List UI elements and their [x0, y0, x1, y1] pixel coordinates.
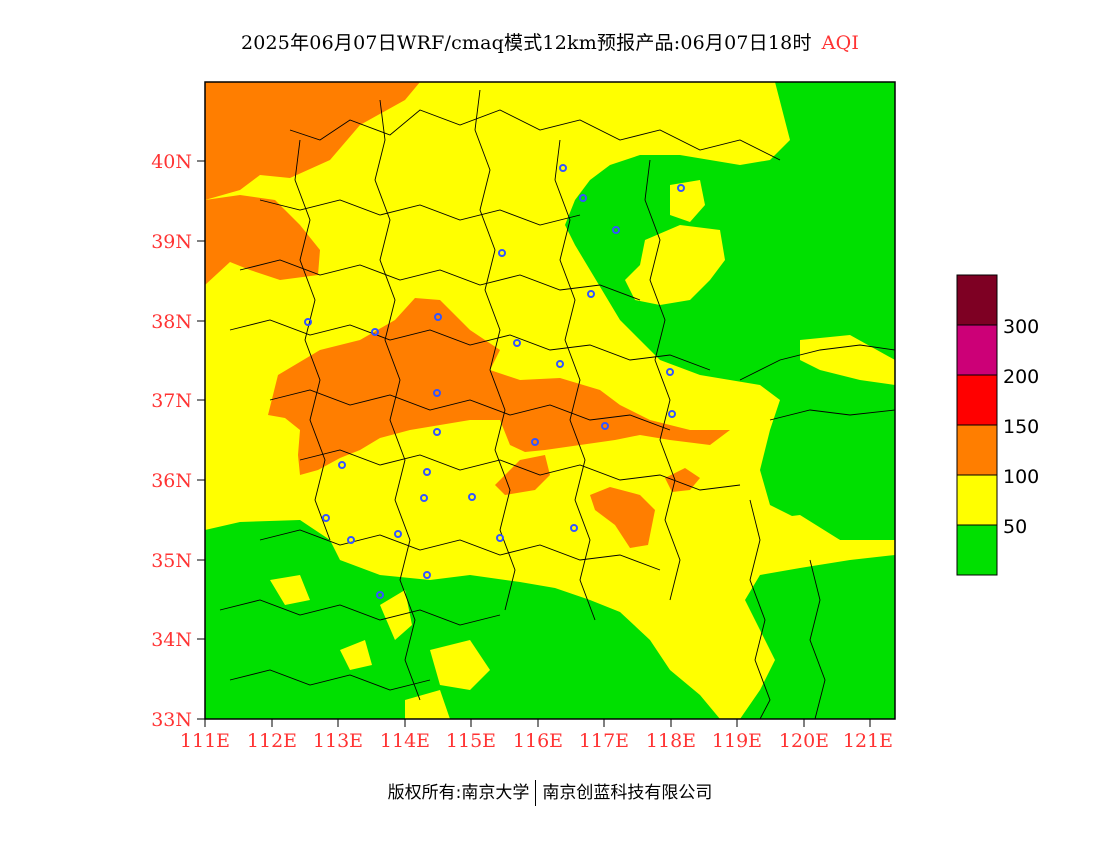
lat-tick-label: 39N [151, 231, 192, 253]
station-marker [570, 524, 578, 532]
aqi-zone-moderate [380, 590, 412, 640]
lat-tick-label: 40N [151, 151, 192, 173]
station-marker [513, 339, 521, 347]
aqi-colorbar: 50 100 150 200 300 [956, 274, 1039, 576]
station-marker [496, 534, 504, 542]
station-marker [468, 493, 476, 501]
footer-divider [535, 780, 537, 806]
axis-ticks [197, 160, 871, 727]
colorbar-label: 50 [1003, 516, 1027, 538]
lon-tick-label: 115E [446, 730, 496, 752]
station-marker [601, 422, 609, 430]
station-marker [376, 591, 384, 599]
station-marker [322, 514, 330, 522]
station-markers [304, 164, 685, 599]
lat-tick-label: 38N [151, 311, 192, 333]
title-main: 2025年06月07日WRF/cmaq模式12km预报产品:06月07日18时 [240, 32, 812, 54]
colorbar-swatch-moderate [957, 475, 997, 525]
aqi-zone-moderate [430, 640, 490, 690]
station-marker [559, 164, 567, 172]
station-marker [338, 461, 346, 469]
lon-tick-label: 118E [646, 730, 696, 752]
station-marker [677, 184, 685, 192]
lon-tick-label: 114E [380, 730, 430, 752]
copyright-footer: 版权所有:南京大学 南京创蓝科技有限公司 [0, 778, 1100, 806]
station-marker [556, 360, 564, 368]
lat-tick-label: 37N [151, 390, 192, 412]
lon-tick-label: 120E [779, 730, 829, 752]
station-marker [394, 530, 402, 538]
lat-tick-label: 33N [151, 709, 192, 731]
station-marker [587, 290, 595, 298]
aqi-zone-moderate [340, 640, 372, 670]
aqi-zone-sensitive [495, 455, 550, 495]
lat-axis-labels: 33N 34N 35N 36N 37N 38N 39N 40N [151, 151, 192, 731]
station-marker [347, 536, 355, 544]
station-marker [668, 410, 676, 418]
station-marker [433, 389, 441, 397]
station-marker [579, 194, 587, 202]
station-marker [434, 313, 442, 321]
copyright-left: 版权所有:南京大学 [387, 783, 530, 803]
colorbar-swatch-unhealthy [957, 375, 997, 425]
aqi-zone-good [205, 520, 720, 719]
title-variable: AQI [821, 32, 860, 54]
station-marker [531, 438, 539, 446]
lon-tick-label: 111E [180, 730, 230, 752]
lat-tick-label: 35N [151, 550, 192, 572]
colorbar-label: 100 [1003, 466, 1039, 488]
station-marker [371, 328, 379, 336]
lon-tick-label: 112E [247, 730, 297, 752]
aqi-zone-sensitive [205, 82, 420, 200]
aqi-zone-moderate [405, 690, 450, 719]
station-marker [423, 468, 431, 476]
colorbar-swatch-good [957, 525, 997, 575]
aqi-zone-moderate [270, 575, 310, 605]
lon-axis-labels: 111E 112E 113E 114E 115E 116E 117E 118E … [180, 730, 893, 752]
lon-tick-label: 116E [513, 730, 563, 752]
aqi-zone-moderate [625, 225, 725, 305]
colorbar-swatch-sensitive [957, 425, 997, 475]
aqi-fill-layer [205, 82, 895, 719]
aqi-zone-sensitive [590, 487, 655, 548]
aqi-zone-sensitive [268, 298, 730, 475]
colorbar-label: 300 [1003, 316, 1039, 338]
lat-tick-label: 36N [151, 470, 192, 492]
station-marker [612, 226, 620, 234]
lon-tick-label: 113E [313, 730, 363, 752]
colorbar-swatch-very-unhealthy [957, 325, 997, 375]
province-boundaries [219, 89, 895, 719]
colorbar-label: 150 [1003, 416, 1039, 438]
colorbar-swatch-hazardous [957, 275, 997, 325]
aqi-zone-good [740, 555, 895, 719]
station-marker [423, 571, 431, 579]
station-marker [433, 428, 441, 436]
aqi-zone-sensitive [205, 195, 320, 285]
lon-tick-label: 121E [843, 730, 893, 752]
station-marker [498, 249, 506, 257]
colorbar-label: 200 [1003, 366, 1039, 388]
station-marker [304, 318, 312, 326]
copyright-right: 南京创蓝科技有限公司 [542, 783, 713, 803]
aqi-zone-moderate [760, 515, 840, 565]
aqi-zone-good [565, 82, 895, 540]
station-marker [666, 368, 674, 376]
lon-tick-label: 117E [579, 730, 629, 752]
map-title: 2025年06月07日WRF/cmaq模式12km预报产品:06月07日18时 A… [0, 28, 1100, 55]
aqi-zone-moderate [800, 335, 895, 385]
lon-tick-label: 119E [712, 730, 762, 752]
station-marker [420, 494, 428, 502]
lat-tick-label: 34N [151, 629, 192, 651]
